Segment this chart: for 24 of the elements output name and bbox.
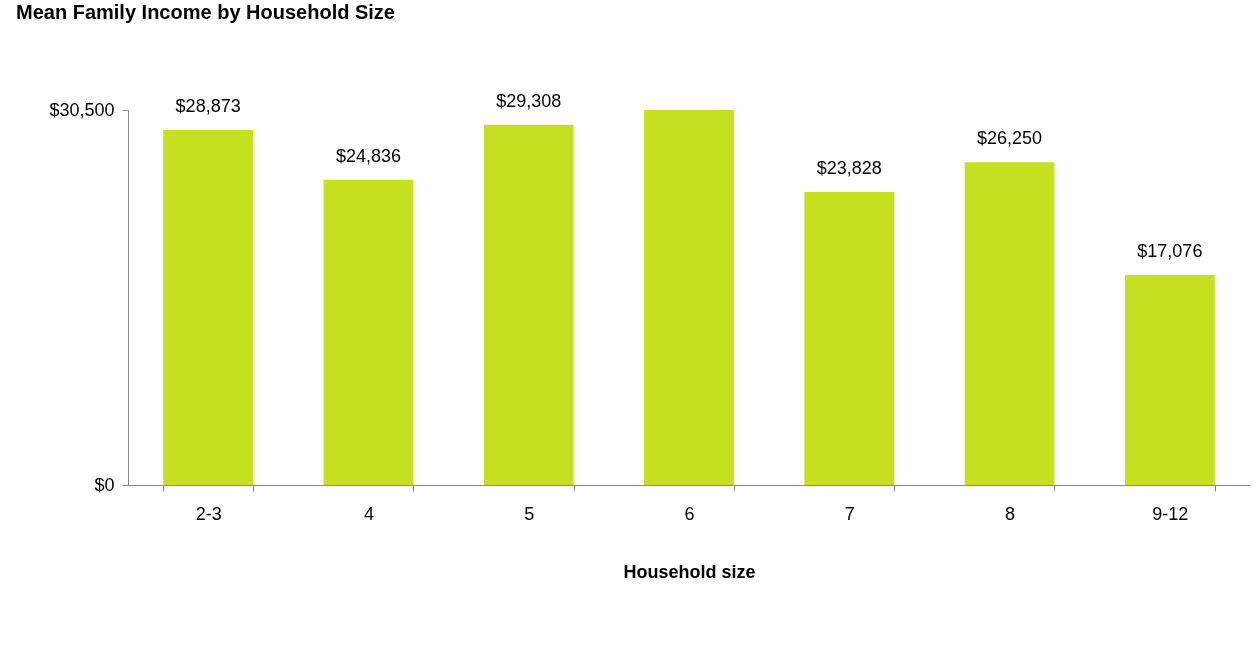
- chart-title: Mean Family Income by Household Size: [16, 0, 395, 23]
- x-tick-label: 9-12: [1152, 503, 1189, 524]
- x-tick-label: 4: [363, 503, 374, 524]
- x-tick-label: 2-3: [195, 503, 222, 524]
- y-tick-label: $0: [94, 474, 115, 495]
- x-axis-title: Household size: [623, 561, 756, 582]
- data-label: $29,308: [496, 90, 562, 111]
- x-tick-label: 5: [524, 503, 535, 524]
- bar: [644, 110, 734, 485]
- data-label: $23,828: [816, 158, 882, 179]
- data-label: $24,836: [335, 145, 401, 166]
- bar: [483, 124, 574, 485]
- x-tick-label: 6: [684, 503, 695, 524]
- x-tick-label: 7: [844, 503, 855, 524]
- x-tick-label: 8: [1005, 503, 1016, 524]
- bar: [163, 130, 254, 485]
- bar: [323, 179, 414, 485]
- bar: [964, 162, 1055, 485]
- y-tick-label: $30,500: [49, 99, 115, 120]
- data-label: $26,250: [977, 128, 1043, 149]
- bar: [1124, 275, 1215, 485]
- data-label: $28,873: [175, 96, 241, 116]
- bar: [804, 192, 895, 485]
- data-label: $17,076: [1137, 241, 1203, 262]
